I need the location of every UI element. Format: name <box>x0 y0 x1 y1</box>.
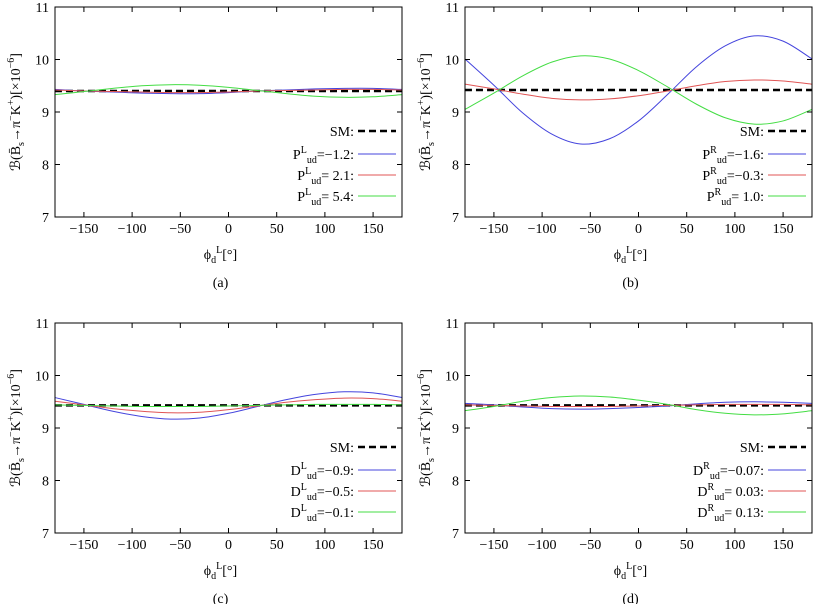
legend-label: SM: <box>740 125 764 140</box>
y-tick-label: 8 <box>42 159 49 174</box>
series-line <box>54 403 403 408</box>
x-tick-label: 0 <box>635 222 642 237</box>
x-tick-label: 100 <box>724 538 745 553</box>
y-tick-label: 8 <box>452 475 459 490</box>
x-tick-label: 150 <box>773 538 794 553</box>
x-tick-label: −100 <box>528 222 557 237</box>
x-tick-label: 50 <box>270 538 284 553</box>
legend-label: DLud=−0.1: <box>291 503 354 524</box>
legend-label: PLud= 5.4: <box>297 187 354 208</box>
series-line <box>464 35 813 145</box>
y-tick-label: 11 <box>446 1 459 16</box>
x-tick-label: −150 <box>69 538 98 553</box>
y-tick-label: 10 <box>445 370 459 385</box>
y-tick-label: 7 <box>452 527 459 542</box>
legend-label: DRud= 0.13: <box>697 503 764 524</box>
caption: (a) <box>213 276 229 291</box>
y-axis-label: ℬ(B̄s→π−K+)[×10−6] <box>6 369 27 487</box>
caption: (d) <box>622 592 639 604</box>
legend-label: PLud=−1.2: <box>293 145 354 166</box>
x-tick-label: 150 <box>363 222 384 237</box>
series-line <box>54 391 403 420</box>
legend-label: DLud=−0.5: <box>291 482 354 503</box>
y-axis-label: ℬ(B̄s→π−K+)[×10−6] <box>6 53 27 171</box>
x-tick-label: 0 <box>225 222 232 237</box>
caption: (b) <box>622 276 639 291</box>
legend-label: SM: <box>330 441 354 456</box>
x-axis-label: ϕdL[°] <box>204 561 237 582</box>
y-tick-label: 10 <box>35 370 49 385</box>
y-tick-label: 8 <box>452 159 459 174</box>
x-tick-label: −150 <box>479 222 508 237</box>
x-tick-label: 50 <box>270 222 284 237</box>
y-tick-label: 9 <box>452 422 459 437</box>
x-tick-label: −150 <box>479 538 508 553</box>
series-line <box>464 55 813 125</box>
x-tick-label: 50 <box>680 222 694 237</box>
y-axis-label: ℬ(B̄s→π−K+)[×10−6] <box>416 369 437 487</box>
series-line <box>54 88 403 94</box>
x-tick-label: 50 <box>680 538 694 553</box>
legend-label: PRud=−0.3: <box>702 166 764 187</box>
y-tick-label: 11 <box>446 317 459 332</box>
series-line <box>54 84 403 98</box>
y-axis-label: ℬ(B̄s→π−K+)[×10−6] <box>416 53 437 171</box>
panel: −150 −100 −50 0 50 100 150 7 8 9 10 11 ϕdL[°] ℬ(B̄s→π… <box>6 1 403 291</box>
plot-frame <box>464 6 813 218</box>
legend-label: PLud= 2.1: <box>297 166 354 187</box>
legend-label: SM: <box>330 125 354 140</box>
series-line <box>464 395 813 416</box>
y-tick-label: 10 <box>445 54 459 69</box>
x-tick-label: −50 <box>169 222 191 237</box>
x-tick-label: −50 <box>169 538 191 553</box>
y-tick-label: 7 <box>42 211 49 226</box>
x-tick-label: 100 <box>314 538 335 553</box>
caption: (c) <box>213 592 229 604</box>
series-line <box>464 79 813 101</box>
x-tick-label: −50 <box>579 538 601 553</box>
legend-label: DLud=−0.9: <box>291 461 354 482</box>
series-line <box>464 403 813 408</box>
x-tick-label: 100 <box>724 222 745 237</box>
plot-frame <box>464 322 813 534</box>
x-axis-label: ϕdL[°] <box>614 561 647 582</box>
series-line <box>54 397 403 414</box>
plot-frame <box>54 322 403 534</box>
x-tick-label: 100 <box>314 222 335 237</box>
x-tick-label: −100 <box>528 538 557 553</box>
legend-label: SM: <box>740 441 764 456</box>
x-axis-label: ϕdL[°] <box>204 245 237 266</box>
y-tick-label: 9 <box>42 106 49 121</box>
legend-label: PRud=−1.6: <box>702 145 764 166</box>
x-tick-label: 150 <box>363 538 384 553</box>
y-tick-label: 7 <box>42 527 49 542</box>
legend-label: DRud= 0.03: <box>697 482 764 503</box>
plot-frame <box>54 6 403 218</box>
panel: −150 −100 −50 0 50 100 150 7 8 9 10 11 ϕdL[°] ℬ(B̄s→π… <box>416 317 813 604</box>
y-tick-label: 9 <box>452 106 459 121</box>
legend-label: DRud=−0.07: <box>693 461 764 482</box>
y-tick-label: 11 <box>36 317 49 332</box>
x-tick-label: 0 <box>635 538 642 553</box>
series-line <box>54 87 403 95</box>
y-tick-label: 10 <box>35 54 49 69</box>
x-axis-label: ϕdL[°] <box>614 245 647 266</box>
x-tick-label: 150 <box>773 222 794 237</box>
x-tick-label: −100 <box>118 222 147 237</box>
x-tick-label: −150 <box>69 222 98 237</box>
y-tick-label: 11 <box>36 1 49 16</box>
series-line <box>464 401 813 410</box>
y-tick-label: 9 <box>42 422 49 437</box>
panel: −150 −100 −50 0 50 100 150 7 8 9 10 11 ϕdL[°] ℬ(B̄s→π… <box>416 1 813 291</box>
y-tick-label: 8 <box>42 475 49 490</box>
x-tick-label: −100 <box>118 538 147 553</box>
y-tick-label: 7 <box>452 211 459 226</box>
x-tick-label: −50 <box>579 222 601 237</box>
legend-label: PRud= 1.0: <box>707 187 764 208</box>
x-tick-label: 0 <box>225 538 232 553</box>
panel: −150 −100 −50 0 50 100 150 7 8 9 10 11 ϕdL[°] ℬ(B̄s→π… <box>6 317 403 604</box>
